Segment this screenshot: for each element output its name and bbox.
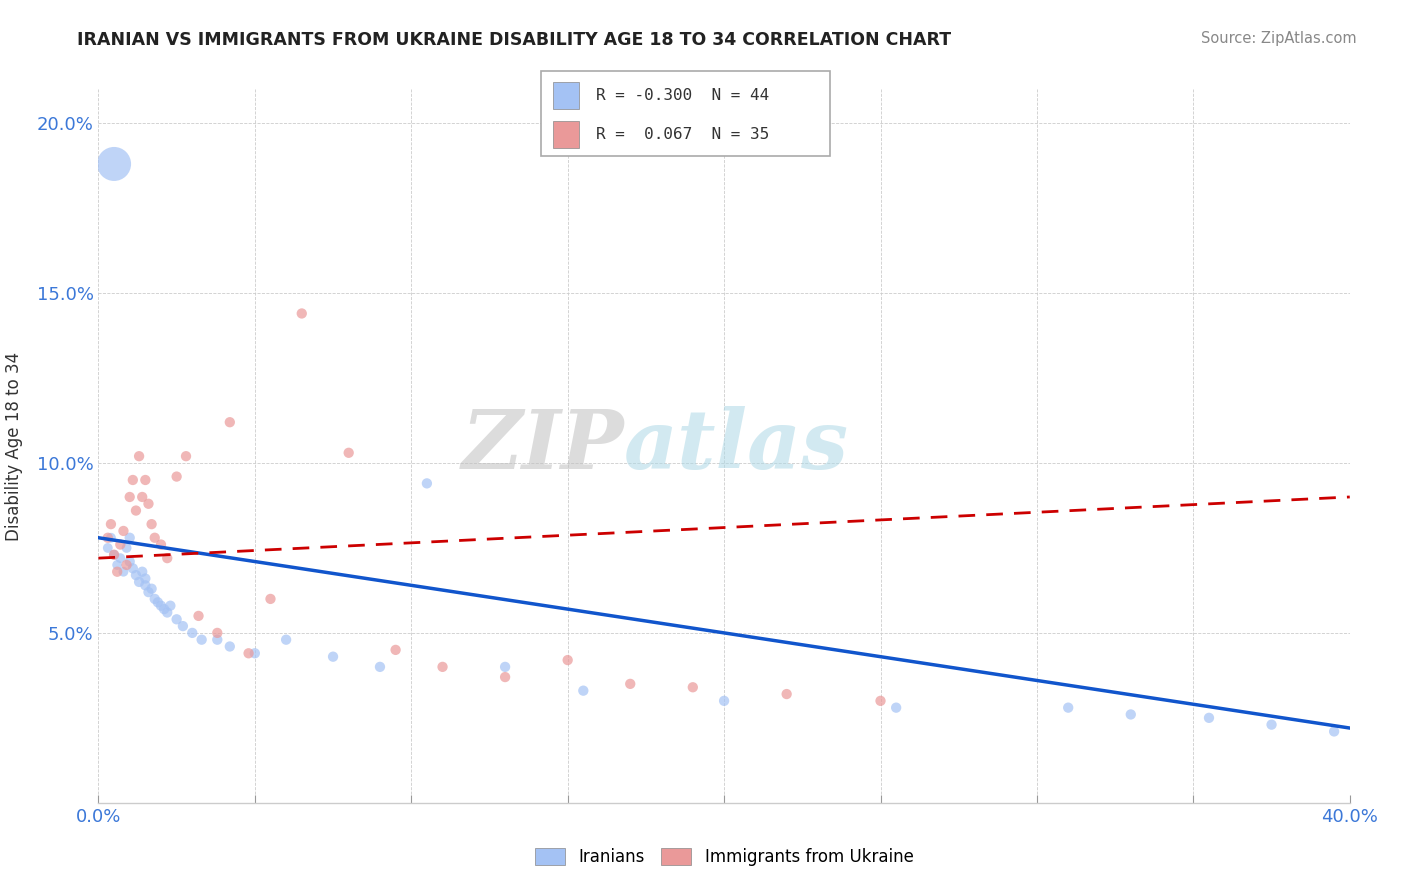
Point (150, 599, 173, 613)
Point (110, 537, 132, 551)
Point (128, 574, 150, 589)
Point (115, 541, 138, 555)
Point (557, 653, 579, 667)
Point (97, 541, 120, 555)
Point (134, 572, 156, 586)
Text: Source: ZipAtlas.com: Source: ZipAtlas.com (1201, 31, 1357, 46)
Point (103, 548, 125, 562)
Point (143, 531, 166, 545)
Point (1057, 700, 1080, 714)
Point (118, 531, 141, 545)
Point (368, 660, 391, 674)
Point (1323, 724, 1346, 739)
Point (156, 551, 179, 566)
Point (112, 524, 135, 538)
Point (118, 555, 141, 569)
Point (121, 473, 143, 487)
Point (166, 612, 188, 626)
Point (776, 687, 799, 701)
Point (207, 632, 229, 647)
Point (322, 649, 344, 664)
Point (131, 490, 153, 504)
Point (432, 660, 454, 674)
Point (128, 449, 150, 463)
Point (181, 626, 204, 640)
Point (259, 591, 281, 606)
Point (713, 694, 735, 708)
Point (153, 602, 176, 616)
Point (138, 585, 160, 599)
FancyBboxPatch shape (541, 71, 830, 156)
Point (384, 643, 406, 657)
Point (166, 469, 188, 483)
Point (572, 683, 595, 698)
Text: R = -0.300  N = 44: R = -0.300 N = 44 (596, 87, 769, 103)
Point (146, 595, 169, 609)
Legend: Iranians, Immigrants from Ukraine: Iranians, Immigrants from Ukraine (529, 841, 920, 873)
Point (131, 565, 153, 579)
Point (112, 565, 135, 579)
Point (125, 503, 148, 517)
Point (156, 606, 179, 620)
Point (1260, 717, 1282, 731)
Point (218, 640, 240, 654)
Bar (553, 81, 579, 109)
Point (141, 582, 163, 596)
Point (138, 497, 160, 511)
Point (243, 646, 266, 660)
Point (619, 677, 641, 691)
Point (103, 157, 125, 171)
Point (105, 565, 128, 579)
Point (884, 700, 907, 714)
Point (187, 608, 209, 623)
Point (218, 415, 240, 429)
Point (134, 473, 156, 487)
Point (103, 548, 125, 562)
Point (682, 680, 704, 694)
Point (207, 626, 229, 640)
Point (105, 558, 128, 572)
Text: R =  0.067  N = 35: R = 0.067 N = 35 (596, 127, 769, 142)
Point (121, 561, 143, 575)
Point (172, 619, 194, 633)
Point (494, 660, 516, 674)
Point (1119, 707, 1142, 722)
Point (118, 490, 141, 504)
Point (238, 646, 260, 660)
Point (100, 531, 122, 545)
Point (141, 517, 163, 532)
Point (1198, 711, 1220, 725)
Point (337, 446, 360, 460)
Point (174, 449, 197, 463)
Point (869, 694, 891, 708)
Bar (553, 120, 579, 147)
Point (494, 670, 516, 684)
Point (110, 551, 132, 566)
Point (143, 591, 166, 606)
Point (115, 558, 138, 572)
Point (125, 568, 148, 582)
Text: ZIP: ZIP (461, 406, 624, 486)
Text: atlas: atlas (624, 406, 849, 486)
Point (159, 599, 181, 613)
Point (274, 632, 298, 647)
Point (190, 632, 212, 647)
Point (150, 537, 173, 551)
Y-axis label: Disability Age 18 to 34: Disability Age 18 to 34 (4, 351, 22, 541)
Point (134, 578, 156, 592)
Point (100, 517, 122, 532)
Point (291, 306, 314, 320)
Point (416, 476, 439, 491)
Point (97, 531, 120, 545)
Text: IRANIAN VS IMMIGRANTS FROM UKRAINE DISABILITY AGE 18 TO 34 CORRELATION CHART: IRANIAN VS IMMIGRANTS FROM UKRAINE DISAB… (77, 31, 952, 49)
